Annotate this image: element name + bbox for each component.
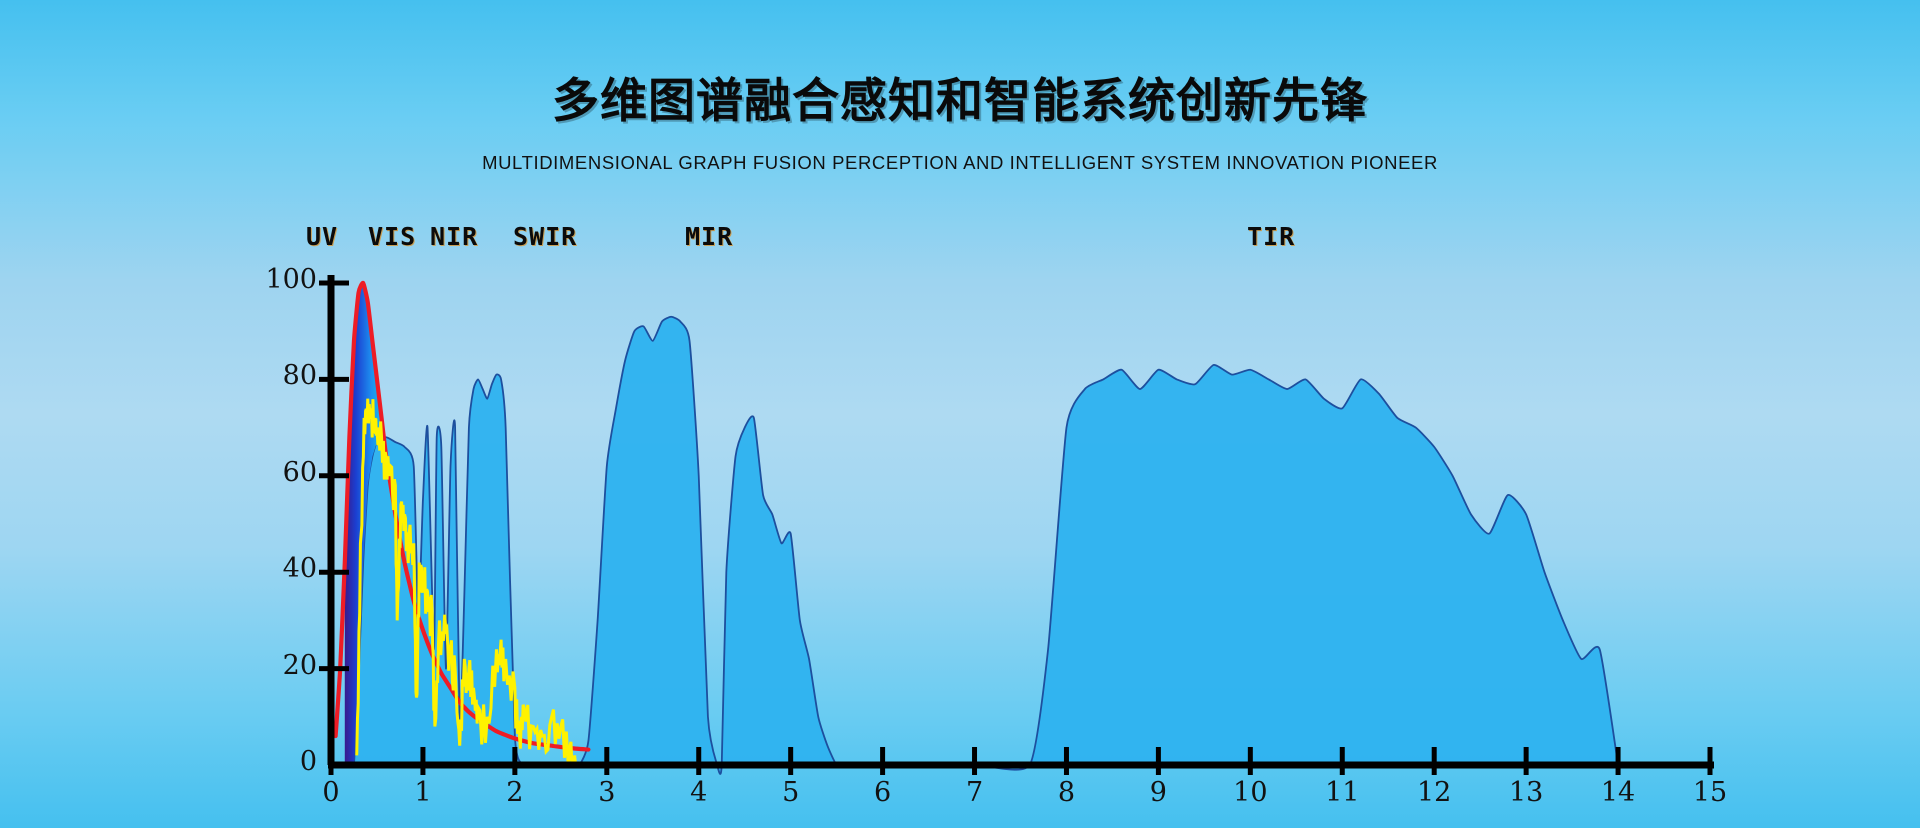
y-tick-100: 100 — [265, 264, 317, 295]
page-subtitle: MULTIDIMENSIONAL GRAPH FUSION PERCEPTION… — [482, 152, 1438, 173]
x-tick-0: 0 — [322, 777, 340, 808]
transmission-area-outline — [353, 315, 1619, 775]
x-tick-12: 12 — [1417, 777, 1452, 808]
band-label-tir: TIR — [1247, 222, 1296, 251]
x-tick-1: 1 — [414, 777, 432, 808]
band-label-swir: SWIR — [513, 222, 578, 251]
x-tick-11: 11 — [1325, 777, 1360, 808]
x-tick-13: 13 — [1508, 777, 1544, 808]
y-tick-20: 20 — [282, 649, 317, 681]
blackbody-curve — [333, 280, 591, 752]
x-tick-14: 14 — [1600, 777, 1636, 808]
x-tick-6: 6 — [874, 777, 892, 808]
x-tick-4: 4 — [690, 777, 708, 808]
x-tick-3: 3 — [598, 777, 616, 808]
y-tick-80: 80 — [282, 360, 317, 392]
x-tick-9: 9 — [1149, 777, 1167, 808]
band-label-mir: MIR — [685, 222, 734, 251]
x-tick-5: 5 — [782, 777, 800, 808]
band-label-vis: VIS — [368, 222, 417, 251]
y-tick-60: 60 — [282, 456, 317, 488]
x-tick-15: 15 — [1692, 777, 1728, 808]
y-tick-0: 0 — [299, 746, 317, 777]
band-label-nir: NIR — [430, 222, 479, 251]
x-tick-10: 10 — [1233, 777, 1268, 808]
x-tick-2: 2 — [506, 777, 524, 808]
x-tick-7: 7 — [965, 777, 984, 808]
transmission-area-fill — [353, 316, 1619, 774]
page-title: 多维图谱融合感知和智能系统创新先锋 — [552, 74, 1368, 129]
band-label-uv: UV — [306, 222, 339, 251]
y-tick-40: 40 — [282, 553, 317, 585]
solar-irradiance-curve — [355, 398, 580, 767]
x-tick-8: 8 — [1057, 777, 1076, 808]
